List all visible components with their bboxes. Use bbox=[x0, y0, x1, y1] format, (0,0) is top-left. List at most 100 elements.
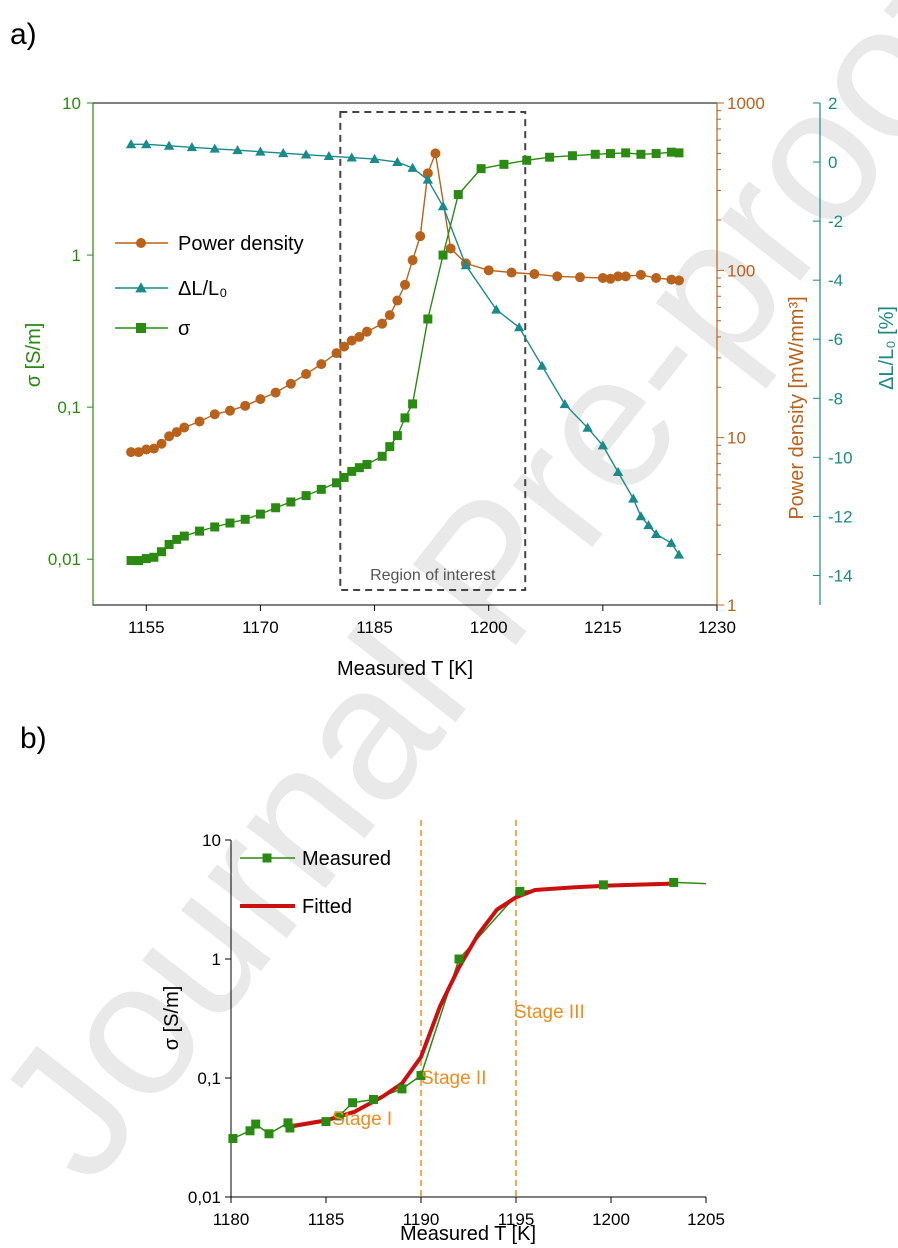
y-tick-label-sigma: 0,1 bbox=[57, 398, 81, 417]
legend-marker-a bbox=[136, 323, 146, 333]
chart-panel-a: Region of interest 1155 1170 1185 1200 1215 1… bbox=[23, 94, 898, 680]
data-point-0 bbox=[384, 310, 395, 321]
data-point-0 bbox=[209, 409, 220, 420]
data-point-1 bbox=[643, 520, 654, 530]
data-point-1 bbox=[346, 152, 357, 162]
watermark-layer: Journal Pre-proof bbox=[0, 0, 898, 1215]
x-tick-label-b: 1205 bbox=[687, 1210, 725, 1229]
data-point-2 bbox=[545, 152, 555, 162]
data-point-1 bbox=[232, 145, 243, 155]
x-tick-label-a: 1230 bbox=[698, 618, 736, 637]
panel-label-b: b) bbox=[20, 722, 47, 755]
data-point-0 bbox=[400, 279, 410, 290]
data-point-0 bbox=[506, 267, 517, 278]
data-point-0 bbox=[529, 269, 540, 280]
legend-a: Power density ΔL/L₀ σ bbox=[115, 233, 304, 340]
data-point-2 bbox=[225, 518, 235, 528]
measured-point bbox=[283, 1118, 293, 1128]
data-point-2 bbox=[377, 451, 387, 461]
measured-point bbox=[245, 1126, 255, 1136]
data-point-0 bbox=[224, 405, 235, 416]
legend-label-measured: Measured bbox=[302, 848, 391, 870]
stage-ii-label: Stage II bbox=[421, 1068, 487, 1089]
data-point-2 bbox=[195, 526, 205, 536]
x-tick-label-a: 1215 bbox=[584, 618, 622, 637]
x-tick-label-b: 1200 bbox=[592, 1210, 630, 1229]
measured-point bbox=[369, 1094, 378, 1104]
x-axis-label-b: Measured T [K] bbox=[400, 1223, 536, 1245]
data-point-0 bbox=[666, 274, 677, 285]
data-point-0 bbox=[613, 271, 624, 282]
data-point-0 bbox=[597, 272, 608, 283]
y-tick-label-power: 10 bbox=[727, 429, 746, 448]
y-tick-label-shrinkage: 0 bbox=[828, 153, 837, 172]
y-tick-label-sigma: 10 bbox=[62, 94, 81, 113]
data-point-2 bbox=[179, 531, 189, 541]
data-point-1 bbox=[300, 149, 312, 159]
data-point-0 bbox=[133, 447, 144, 458]
data-point-0 bbox=[445, 243, 456, 254]
data-point-2 bbox=[141, 554, 151, 564]
data-point-1 bbox=[491, 304, 502, 314]
data-point-2 bbox=[385, 442, 395, 452]
data-point-0 bbox=[361, 326, 372, 337]
data-point-0 bbox=[552, 271, 563, 282]
data-point-0 bbox=[316, 359, 327, 370]
legend-marker-a bbox=[136, 238, 146, 248]
y-axis-label-b: σ [S/m] bbox=[161, 986, 183, 1051]
data-point-1 bbox=[422, 174, 434, 184]
x-tick-label-a: 1185 bbox=[356, 618, 393, 637]
measured-point bbox=[348, 1098, 358, 1108]
x-tick-label-b: 1190 bbox=[403, 1210, 440, 1229]
data-point-0 bbox=[483, 265, 494, 276]
data-point-0 bbox=[141, 444, 152, 455]
data-point-1 bbox=[255, 146, 266, 156]
data-point-0 bbox=[422, 168, 433, 179]
measured-point bbox=[251, 1119, 261, 1129]
y-tick-label-shrinkage: 2 bbox=[828, 94, 837, 113]
y-tick-label-b: 10 bbox=[202, 831, 221, 850]
region-of-interest-label: Region of interest bbox=[370, 567, 496, 584]
data-point-1 bbox=[163, 140, 175, 150]
data-point-0 bbox=[415, 231, 426, 242]
data-point-2 bbox=[666, 147, 676, 157]
x-tick-label-a: 1170 bbox=[242, 618, 279, 637]
y-tick-label-b: 1 bbox=[212, 950, 221, 969]
data-point-2 bbox=[590, 149, 600, 159]
y-axis-label-sigma: σ [S/m] bbox=[23, 323, 45, 388]
measured-point bbox=[598, 880, 608, 890]
data-point-2 bbox=[423, 314, 433, 324]
measured-point bbox=[334, 1111, 344, 1121]
y-axis-label-power-density: Power density [mW/mm³] bbox=[786, 296, 808, 519]
measured-point bbox=[454, 954, 464, 964]
data-point-0 bbox=[392, 295, 403, 306]
fitted-line bbox=[287, 881, 674, 1129]
data-point-1 bbox=[513, 322, 525, 332]
measured-point bbox=[264, 1129, 274, 1139]
y-tick-label-shrinkage: -6 bbox=[828, 330, 843, 349]
data-point-0 bbox=[346, 335, 357, 346]
data-point-0 bbox=[673, 275, 684, 286]
data-point-1 bbox=[650, 528, 662, 539]
data-point-2 bbox=[156, 547, 166, 557]
data-point-2 bbox=[438, 250, 448, 260]
measured-point bbox=[397, 1084, 407, 1094]
data-point-1 bbox=[141, 139, 152, 149]
legend-label-a: σ bbox=[178, 318, 191, 340]
data-point-0 bbox=[430, 148, 441, 159]
data-point-0 bbox=[194, 416, 205, 427]
data-point-1 bbox=[369, 153, 380, 163]
x-axis-label-a: Measured T [K] bbox=[337, 658, 473, 680]
chart-panel-b: 1180 1185 1190 1195 1200 1205 0,01 0,1 1 10 Measu… bbox=[161, 820, 725, 1245]
data-point-1 bbox=[460, 260, 472, 270]
data-point-1 bbox=[437, 201, 449, 211]
measured-point bbox=[669, 877, 679, 887]
stage-i-label: Stage I bbox=[332, 1109, 392, 1130]
data-point-2 bbox=[149, 552, 159, 562]
x-tick-label-a: 1200 bbox=[470, 618, 508, 637]
data-point-2 bbox=[126, 556, 136, 566]
data-point-2 bbox=[271, 503, 281, 513]
measured-point bbox=[416, 1070, 426, 1080]
data-point-2 bbox=[286, 497, 296, 507]
